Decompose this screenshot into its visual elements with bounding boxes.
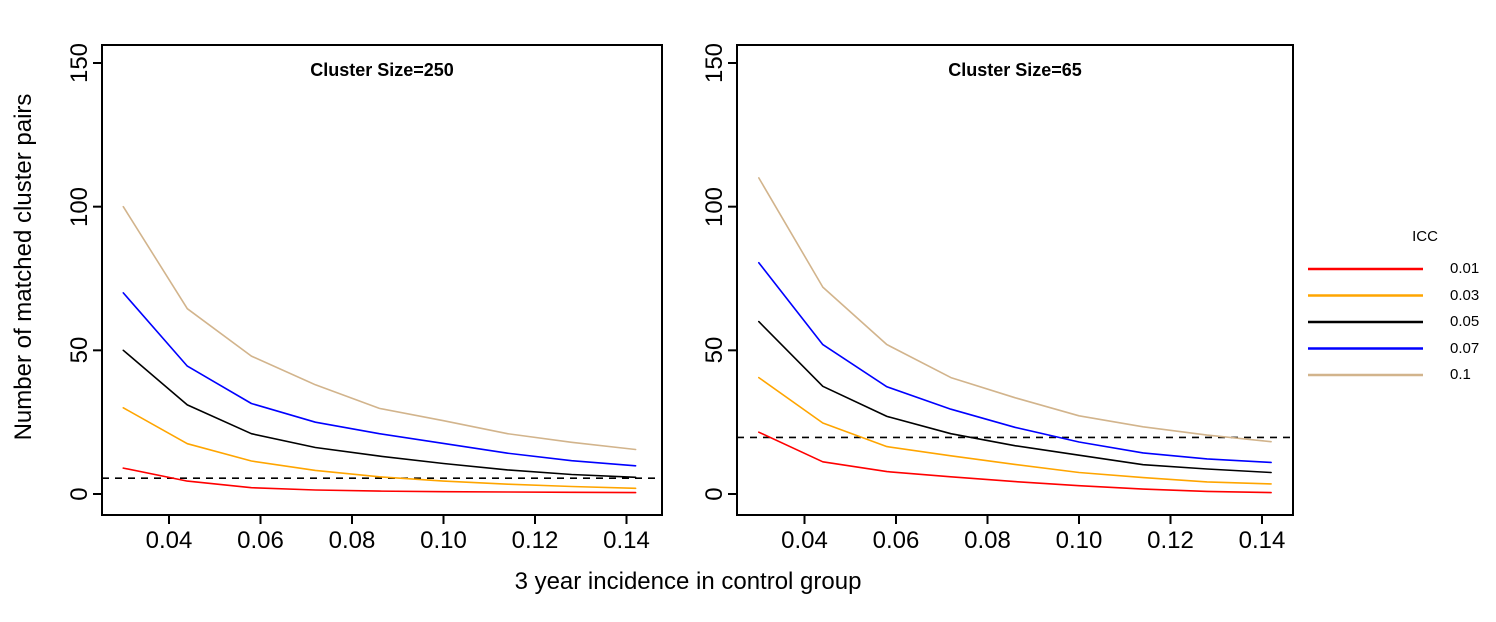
- series-line-icc-0.01: [757, 431, 1272, 494]
- legend-entry-label: 0.05: [1450, 313, 1480, 330]
- x-tick-label: 0.10: [420, 527, 467, 554]
- y-tick-label: 0: [66, 487, 93, 501]
- x-tick-label: 0.14: [1238, 527, 1286, 554]
- x-tick-label: 0.04: [145, 527, 193, 554]
- y-tick-label: 0: [701, 487, 728, 501]
- plot-area-cluster-size-65: [736, 44, 1294, 516]
- legend-entry-label: 0.07: [1450, 339, 1480, 357]
- x-axis-title: 3 year incidence in control group: [514, 568, 862, 595]
- panel-title-cluster-250: Cluster Size=250: [310, 60, 454, 80]
- panel-title-cluster-65: Cluster Size=65: [948, 60, 1082, 80]
- series-line-icc-0.03: [122, 406, 637, 490]
- series-line-icc-0.03: [757, 376, 1272, 485]
- series-line-icc-0.07: [757, 261, 1272, 464]
- plot-area-cluster-size-250: [101, 44, 663, 516]
- x-tick-label: 0.12: [1147, 527, 1194, 554]
- y-tick-label: 150: [701, 42, 728, 84]
- series-line-icc-0.1: [757, 177, 1272, 443]
- legend-title: ICC: [1412, 228, 1438, 245]
- y-tick-label: 150: [66, 42, 93, 84]
- series-line-icc-0.1: [122, 205, 637, 451]
- x-tick-label: 0.12: [511, 527, 559, 554]
- y-axis-title: Number of matched cluster pairs: [10, 93, 37, 441]
- series-line-icc-0.05: [122, 349, 637, 479]
- x-tick-label: 0.14: [603, 527, 650, 554]
- series-line-icc-0.07: [122, 292, 637, 467]
- x-tick-label: 0.04: [781, 527, 828, 554]
- series-line-icc-0.05: [757, 320, 1272, 474]
- series-line-icc-0.01: [122, 467, 637, 494]
- y-tick-label: 100: [66, 186, 93, 227]
- legend-entry-label: 0.01: [1450, 260, 1480, 277]
- y-tick-label: 50: [66, 336, 93, 364]
- y-tick-label: 50: [701, 336, 728, 364]
- x-tick-label: 0.08: [328, 527, 376, 554]
- x-tick-label: 0.10: [1055, 527, 1103, 554]
- legend-entry-label: 0.1: [1450, 366, 1471, 383]
- legend-entry-label: 0.03: [1450, 286, 1480, 304]
- y-tick-label: 100: [701, 186, 728, 227]
- x-tick-label: 0.08: [964, 527, 1011, 554]
- legend: ICC: [1300, 220, 1496, 400]
- x-tick-label: 0.06: [237, 527, 284, 554]
- x-tick-label: 0.06: [872, 527, 920, 554]
